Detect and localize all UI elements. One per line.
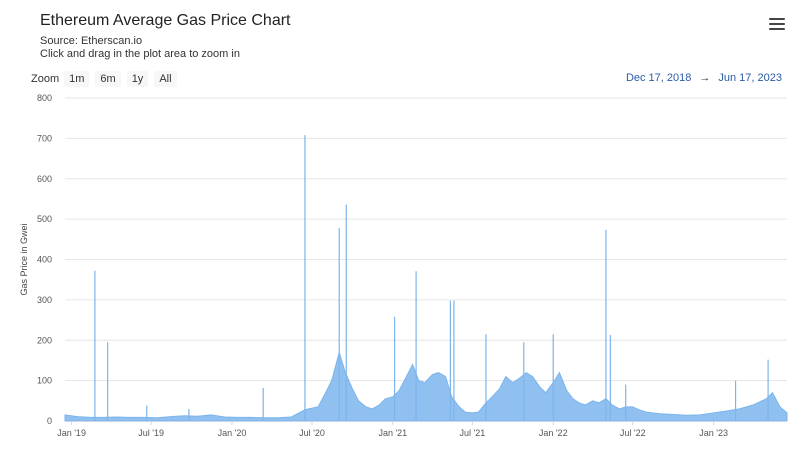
y-tick-label: 300 <box>37 295 52 305</box>
zoom-label: Zoom <box>31 73 60 85</box>
range-to-input[interactable]: Jun 17, 2023 <box>718 72 782 84</box>
hamburger-menu-icon[interactable] <box>767 16 787 34</box>
zoom-1y-button[interactable]: 1y <box>126 71 149 87</box>
x-tick-label: Jul '21 <box>459 428 485 438</box>
range-arrow: → <box>699 72 711 84</box>
y-tick-label: 800 <box>37 93 52 103</box>
y-tick-label: 200 <box>37 335 52 345</box>
chart-source: Source: Etherscan.io <box>40 35 143 47</box>
y-tick-label: 400 <box>37 255 52 265</box>
x-tick-label: Jul '19 <box>138 428 164 438</box>
y-tick-label: 600 <box>37 174 52 184</box>
zoom-1m-button[interactable]: 1m <box>64 71 90 87</box>
zoom-6m-button[interactable]: 6m <box>95 71 121 87</box>
gas-price-area <box>64 350 788 422</box>
y-tick-label: 100 <box>37 376 52 386</box>
x-tick-label: Jan '23 <box>699 428 728 438</box>
y-tick-label: 500 <box>37 214 52 224</box>
y-tick-label: 700 <box>37 133 52 143</box>
zoom-controls: Zoom 1m 6m 1y All <box>31 70 183 88</box>
x-tick-label: Jul '22 <box>620 428 646 438</box>
x-tick-label: Jan '21 <box>378 428 407 438</box>
x-tick-label: Jul '20 <box>299 428 325 438</box>
range-from-input[interactable]: Dec 17, 2018 <box>625 72 692 84</box>
y-axis-label: Gas Price in Gwei <box>19 223 29 295</box>
x-tick-label: Jan '20 <box>218 428 247 438</box>
zoom-hint: Click and drag in the plot area to zoom … <box>40 48 240 60</box>
chart-subtitle: Source: Etherscan.io Click and drag in t… <box>40 35 240 61</box>
chart-title: Ethereum Average Gas Price Chart <box>40 12 291 29</box>
zoom-all-button[interactable]: All <box>154 71 177 87</box>
date-range: Dec 17, 2018 → Jun 17, 2023 <box>626 72 782 84</box>
y-tick-label: 0 <box>47 416 52 426</box>
x-tick-label: Jan '22 <box>539 428 568 438</box>
x-tick-label: Jan '19 <box>57 428 86 438</box>
